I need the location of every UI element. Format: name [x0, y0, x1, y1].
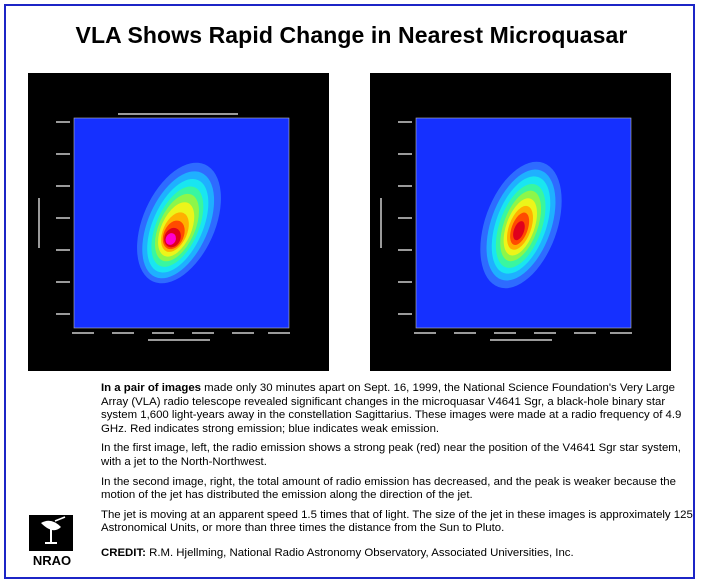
radio-map-left: [38, 113, 290, 341]
caption-paragraph-text: In the first image, left, the radio emis…: [101, 442, 681, 468]
caption-paragraph-2: In the first image, left, the radio emis…: [101, 442, 693, 469]
page-frame: [4, 4, 695, 579]
emission-contours: [137, 162, 221, 284]
caption-paragraph-text: made only 30 minutes apart on Sept. 16, …: [101, 382, 682, 435]
caption-paragraph-3: In the second image, right, the total am…: [101, 476, 693, 503]
caption-paragraph-4: The jet is moving at an apparent speed 1…: [101, 509, 693, 536]
radio-image-right: [370, 73, 671, 371]
caption-paragraph-1: In a pair of images made only 30 minutes…: [101, 382, 693, 436]
nrao-logo: NRAO: [27, 513, 77, 569]
plot-annotations: [380, 121, 632, 341]
page-title: VLA Shows Rapid Change in Nearest Microq…: [75, 22, 628, 48]
radio-map-right: [380, 117, 632, 341]
logo-text: NRAO: [33, 553, 71, 568]
credit-line: CREDIT: R.M. Hjellming, National Radio A…: [101, 547, 574, 559]
emission-contours: [480, 161, 562, 289]
credit-label: CREDIT:: [101, 547, 146, 559]
credit-text: R.M. Hjellming, National Radio Astronomy…: [145, 547, 574, 559]
nrao-logo-icon: NRAO: [29, 515, 73, 568]
caption-paragraph-text: In the second image, right, the total am…: [101, 475, 676, 502]
radio-image-left: [28, 73, 329, 371]
caption: In a pair of images made only 30 minutes…: [101, 382, 693, 542]
plot-annotations: [38, 113, 290, 341]
caption-paragraph-text: The jet is moving at an apparent speed 1…: [101, 508, 693, 535]
caption-lead: In a pair of images: [101, 382, 202, 394]
